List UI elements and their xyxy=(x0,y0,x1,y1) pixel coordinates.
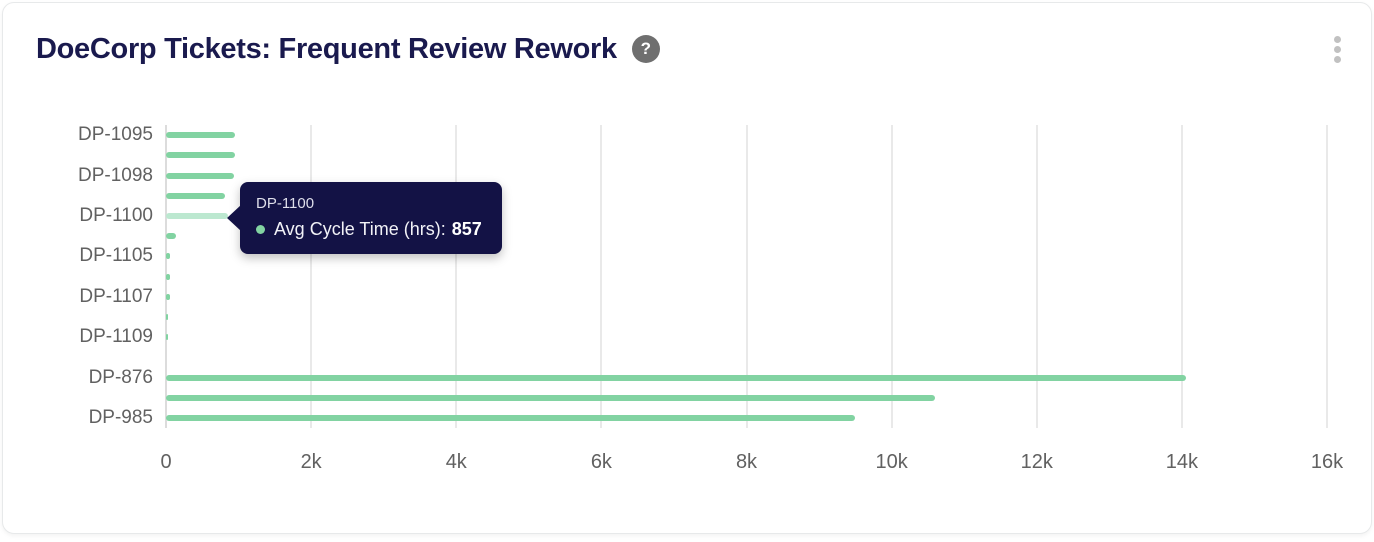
gridline xyxy=(890,125,893,428)
gridline xyxy=(600,125,603,428)
tooltip-series-row: Avg Cycle Time (hrs): 857 xyxy=(256,219,482,240)
gridline xyxy=(1326,125,1328,428)
kebab-menu-button[interactable] xyxy=(1330,32,1345,67)
y-axis-label: DP-1098 xyxy=(78,164,153,186)
y-axis-label: DP-1105 xyxy=(79,245,153,267)
bar-dp-1095[interactable] xyxy=(166,132,235,139)
chart-card: DoeCorp Tickets: Frequent Review Rework … xyxy=(2,2,1372,534)
bar[interactable] xyxy=(166,273,171,280)
bar-dp-985[interactable] xyxy=(166,414,856,421)
gridline xyxy=(745,125,748,428)
y-axis-label: DP-1107 xyxy=(79,285,153,307)
bar-dp-1098[interactable] xyxy=(166,172,235,179)
card-header: DoeCorp Tickets: Frequent Review Rework … xyxy=(3,3,1371,67)
gridline xyxy=(455,125,458,428)
bar-dp-876[interactable] xyxy=(166,374,1186,381)
y-axis-label: DP-1095 xyxy=(78,124,153,146)
tooltip-value: 857 xyxy=(451,219,482,239)
kebab-dot-icon xyxy=(1334,55,1341,63)
tooltip: DP-1100 Avg Cycle Time (hrs): 857 xyxy=(227,182,502,254)
kebab-dot-icon xyxy=(1334,35,1341,43)
bar[interactable] xyxy=(166,394,936,401)
x-axis-tick-label: 4k xyxy=(445,451,467,473)
gridline xyxy=(310,125,313,428)
x-axis-tick-label: 0 xyxy=(160,451,172,473)
help-icon[interactable]: ? xyxy=(631,35,660,63)
bar[interactable] xyxy=(166,152,235,159)
bar[interactable] xyxy=(166,313,169,320)
bar-dp-1109[interactable] xyxy=(166,334,169,341)
bar[interactable] xyxy=(166,233,176,240)
tooltip-series-label: Avg Cycle Time (hrs): xyxy=(274,219,446,239)
gridline xyxy=(1035,125,1038,428)
tooltip-title: DP-1100 xyxy=(256,195,315,212)
x-axis-tick-label: 16k xyxy=(1310,451,1344,473)
series-marker-icon xyxy=(256,225,265,234)
x-axis-tick-label: 8k xyxy=(735,451,758,473)
bar-dp-1107[interactable] xyxy=(166,293,170,300)
y-axis-label: DP-1109 xyxy=(79,326,153,348)
x-axis-tick-label: 14k xyxy=(1165,451,1198,473)
bar[interactable] xyxy=(166,192,226,199)
x-axis-tick-label: 10k xyxy=(875,451,908,473)
gridline xyxy=(1180,125,1183,428)
x-axis-tick-label: 6k xyxy=(590,451,612,473)
chart-area: DP-1100 Avg Cycle Time (hrs): 857 0 2k 4k 6… xyxy=(3,3,1371,533)
y-axis-label: DP-985 xyxy=(88,406,153,428)
y-axis-label: DP-1100 xyxy=(79,204,153,226)
page-title: DoeCorp Tickets: Frequent Review Rework xyxy=(36,33,617,65)
y-axis-label: DP-876 xyxy=(88,366,153,388)
bar-dp-1100[interactable] xyxy=(166,212,229,219)
x-axis-tick-label: 2k xyxy=(300,451,322,473)
x-axis-tick-label: 12k xyxy=(1020,451,1053,473)
kebab-dot-icon xyxy=(1334,45,1341,53)
bar-dp-1105[interactable] xyxy=(166,253,170,260)
